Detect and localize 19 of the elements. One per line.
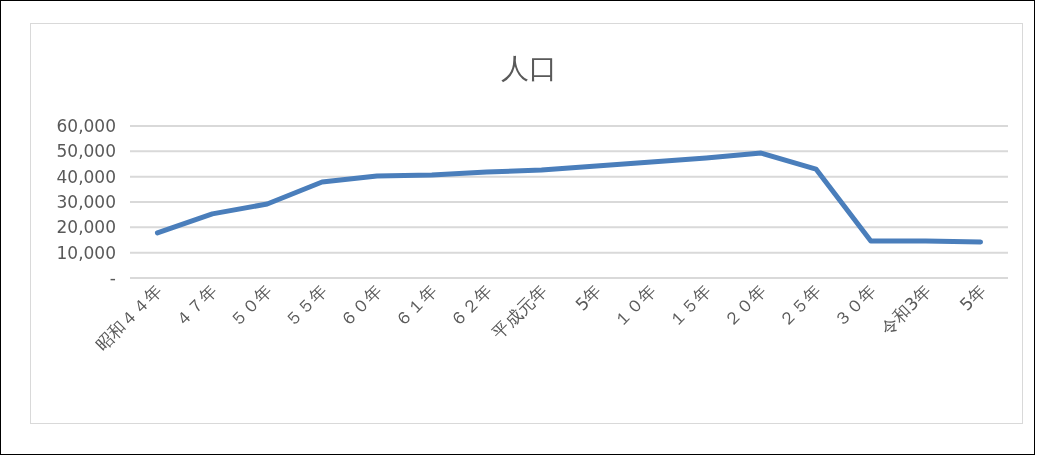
y-tick-label: 10,000 <box>56 242 116 263</box>
x-tick-label: １０年 <box>609 280 661 331</box>
x-tick-label: ４７年 <box>170 280 222 331</box>
x-tick-label: ２０年 <box>719 280 770 331</box>
y-tick-label: 30,000 <box>56 192 116 212</box>
x-tick-label: １５年 <box>664 280 716 331</box>
x-tick-label: ２５年 <box>774 280 825 331</box>
y-tick-label: 20,000 <box>56 217 116 238</box>
x-tick-label: ６１年 <box>390 280 441 331</box>
y-tick-label: - <box>109 268 116 288</box>
y-tick-label: 40,000 <box>56 166 116 187</box>
x-tick-label: ６０年 <box>335 280 386 331</box>
y-tick-label: 50,000 <box>56 141 116 162</box>
x-tick-label: 5年 <box>571 280 606 315</box>
x-tick-label: 5年 <box>955 280 990 315</box>
y-tick-label: 60,000 <box>56 116 116 136</box>
x-tick-label: ５５年 <box>280 280 331 331</box>
chart-title: 人口 <box>501 52 557 85</box>
x-tick-label: ５０年 <box>225 280 277 331</box>
